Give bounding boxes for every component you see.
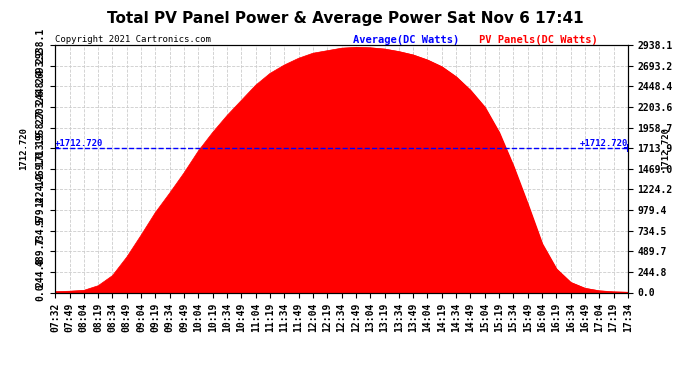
Text: PV Panels(DC Watts): PV Panels(DC Watts) (479, 35, 598, 45)
Text: 1712.720: 1712.720 (19, 127, 28, 170)
Text: Average(DC Watts): Average(DC Watts) (353, 35, 460, 45)
Text: Copyright 2021 Cartronics.com: Copyright 2021 Cartronics.com (55, 35, 211, 44)
Text: 1712.720: 1712.720 (660, 127, 669, 170)
Text: Total PV Panel Power & Average Power Sat Nov 6 17:41: Total PV Panel Power & Average Power Sat… (107, 11, 583, 26)
Text: +1712.720: +1712.720 (580, 139, 629, 148)
Text: +1712.720: +1712.720 (55, 139, 103, 148)
